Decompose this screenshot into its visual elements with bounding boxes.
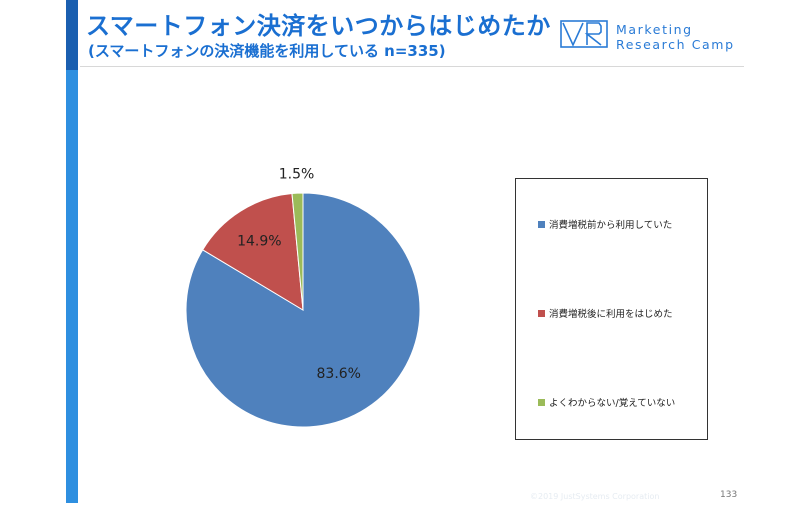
legend-item-before-tax: 消費増税前から利用していた [538,217,672,231]
page-subtitle: (スマートフォンの決済機能を利用している n=335) [88,42,446,60]
logo-text: Marketing Research Camp [616,22,735,52]
legend-label: 消費増税後に利用をはじめた [549,309,673,320]
data-label-after-tax: 14.9% [237,234,281,250]
legend-swatch-blue [538,220,545,228]
pie-slice-unknown [291,192,304,311]
chart-legend: 消費増税前から利用していた 消費増税後に利用をはじめた よくわからない/覚えてい… [515,178,708,440]
accent-bar [66,0,78,503]
pie-slice-after-tax [201,192,304,311]
logo-mark-icon [560,20,608,48]
legend-swatch-red [538,309,545,317]
header-divider [80,66,744,67]
legend-item-unknown: よくわからない/覚えていない [538,395,675,409]
data-label-before-tax: 83.6% [317,366,361,382]
page-number: 133 [720,490,738,500]
legend-label: 消費増税前から利用していた [549,220,673,231]
copyright: ©2019 JustSystems Corporation [530,492,660,501]
accent-bar-top [66,0,78,70]
logo-line-1: Marketing [616,22,693,37]
legend-swatch-green [538,398,545,406]
logo-line-2: Research Camp [616,37,735,52]
legend-item-after-tax: 消費増税後に利用をはじめた [538,306,673,320]
page-title: スマートフォン決済をいつからはじめたか [86,12,551,40]
data-label-unknown: 1.5% [279,166,315,182]
legend-label: よくわからない/覚えていない [549,398,676,409]
